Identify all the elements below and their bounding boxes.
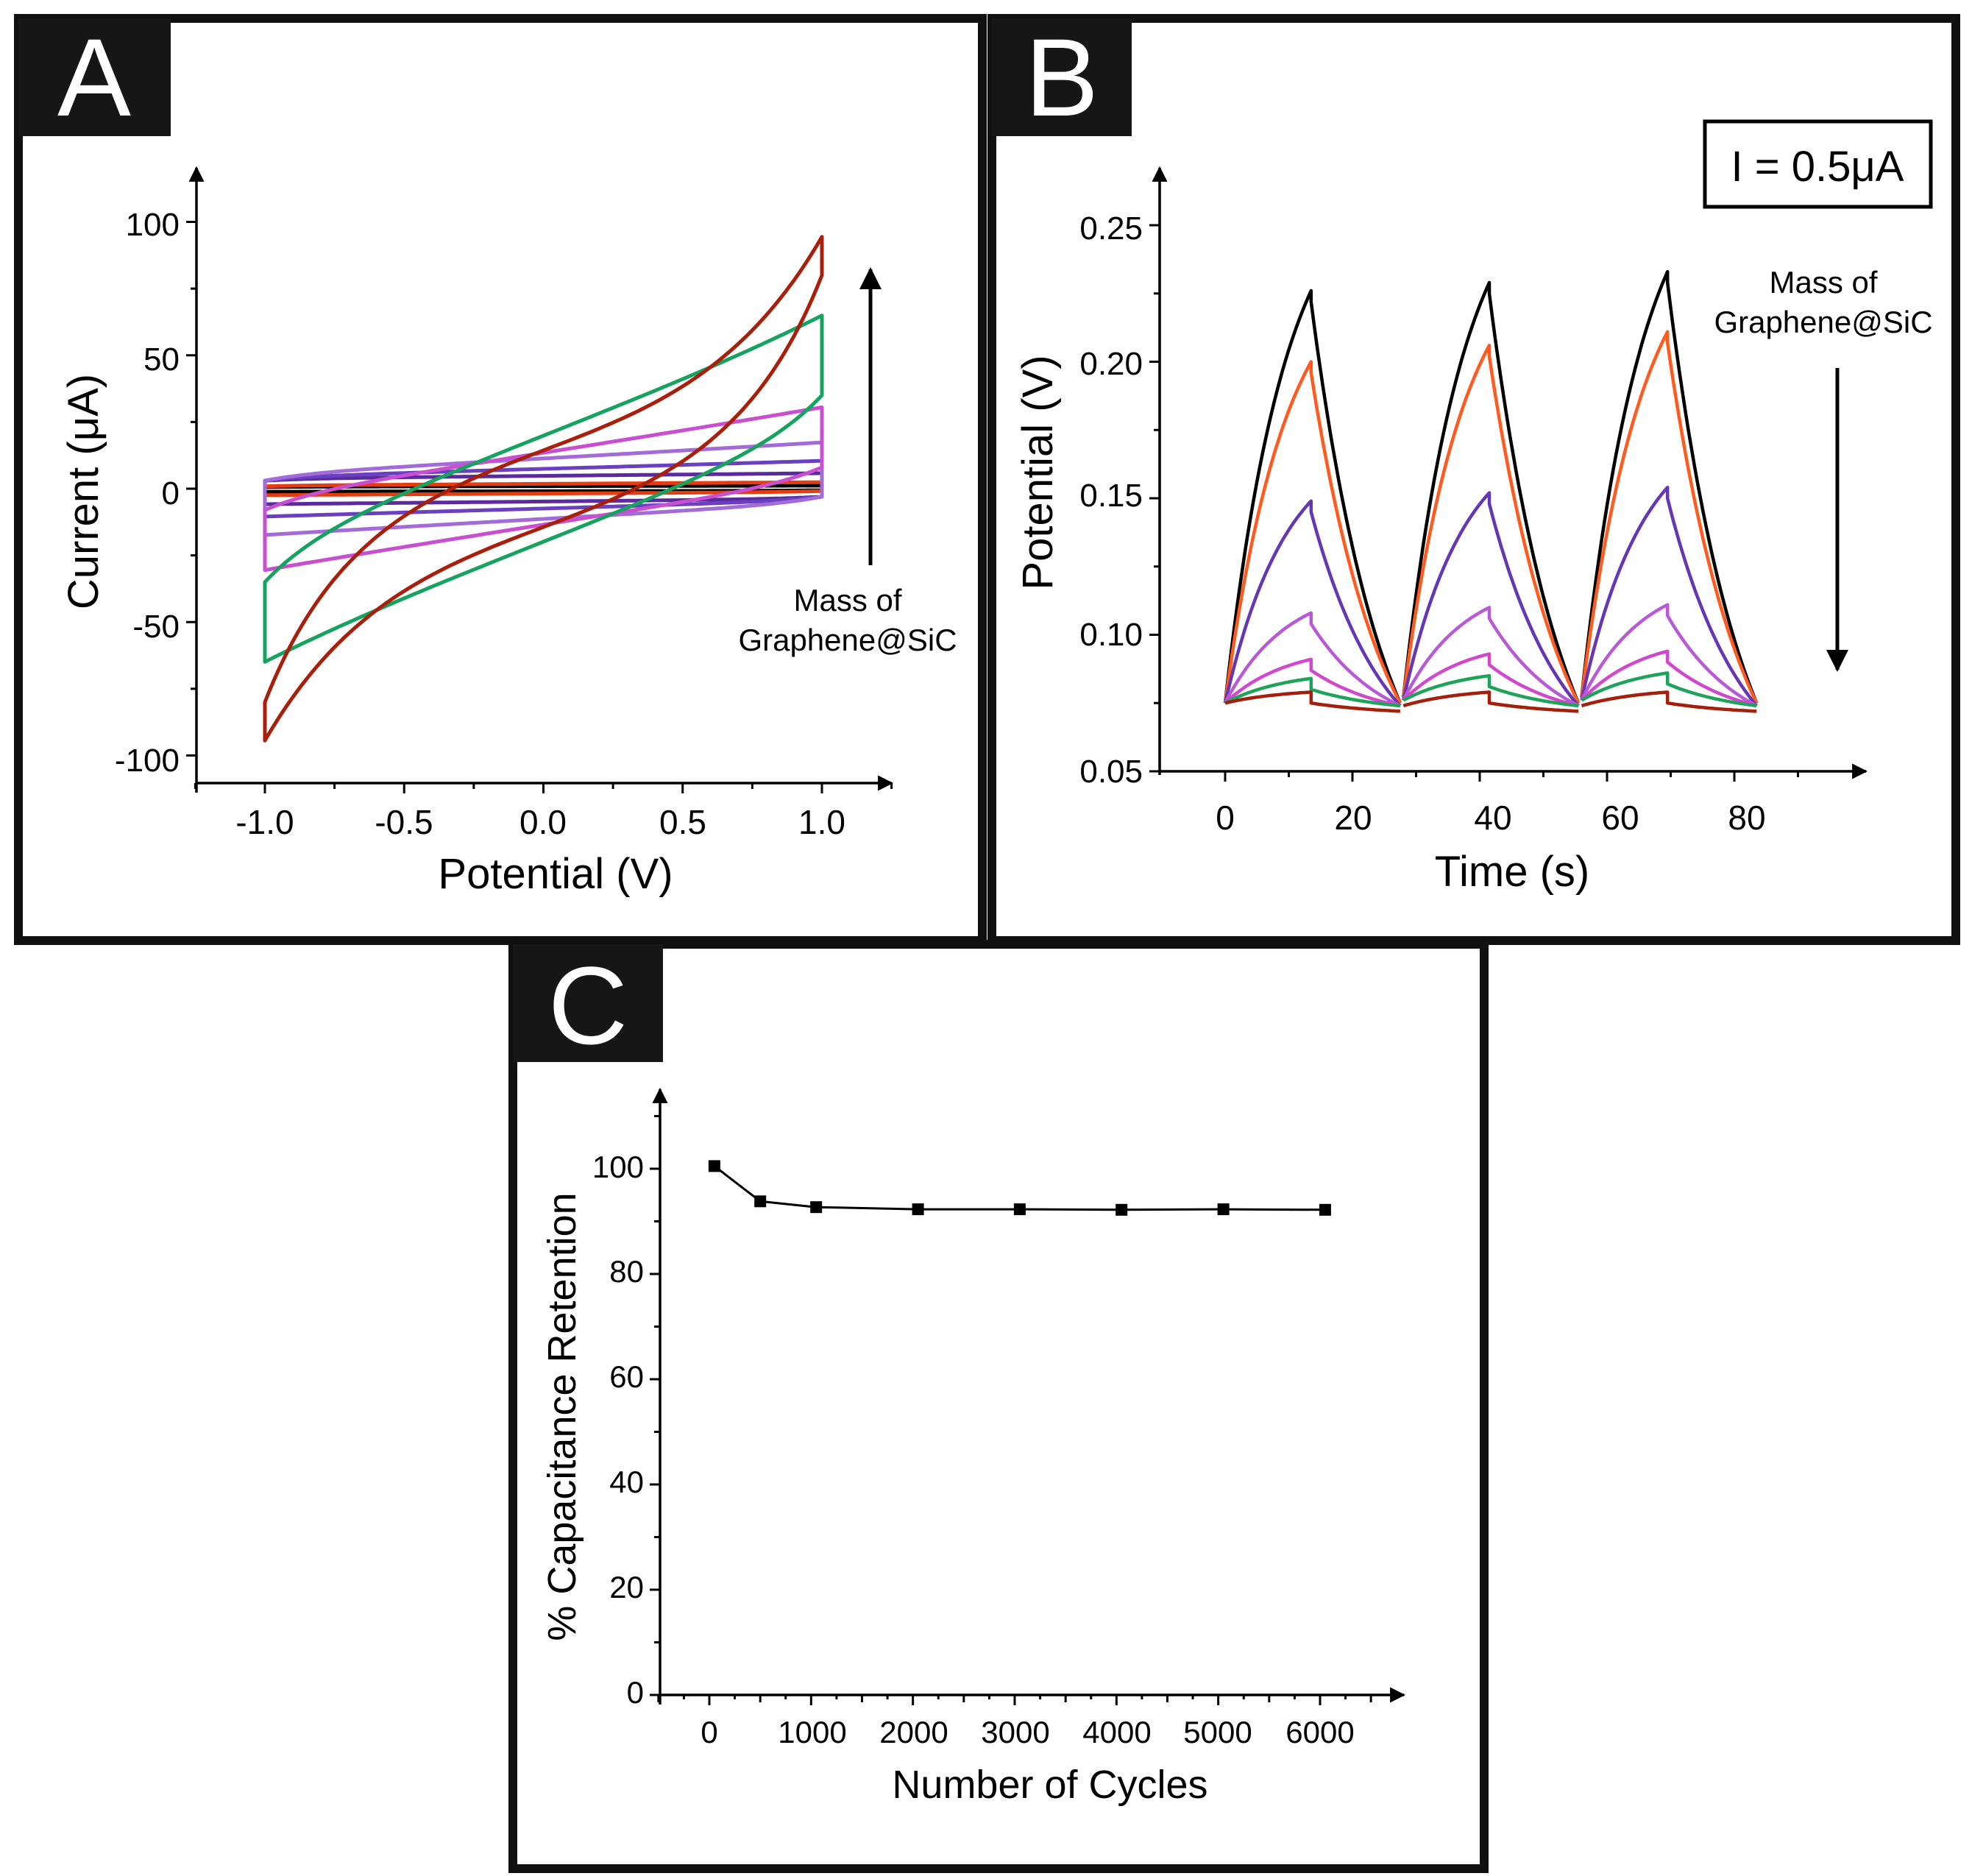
b-x-tick-label: 0 <box>1216 799 1235 837</box>
c-data-point <box>754 1195 767 1208</box>
panel-a-label: A <box>57 15 131 139</box>
panel-b-label-box <box>992 18 1132 136</box>
a-y-tick-label: -50 <box>132 609 180 645</box>
b-series-curve-1 <box>1223 269 1759 704</box>
b-x-tick-label: 80 <box>1728 799 1765 837</box>
b-curves <box>1223 269 1759 713</box>
panel-a-label-box <box>18 18 171 136</box>
panel-b-plot: 0 20 40 60 80 0.05 0.10 0.15 0.20 0.25 T… <box>1014 119 1933 896</box>
panel-b: B 0 20 40 60 80 0.05 0.10 0.15 0.20 0.25… <box>987 14 1960 945</box>
b-series-curve-5 <box>1224 649 1757 708</box>
b-series-curve-3 <box>1223 485 1759 707</box>
c-data-point <box>708 1160 720 1172</box>
c-data-point <box>1319 1203 1331 1216</box>
c-y-axis-label: % Capacitance Retention <box>540 1192 584 1640</box>
a-series-loop-8 <box>263 235 824 743</box>
a-y-tick-label: 0 <box>162 475 180 512</box>
panel-c: C 0 1000 2000 3000 4000 5000 6000 0 20 4… <box>508 940 1489 1873</box>
a-x-tick-label: 1.0 <box>798 803 845 841</box>
panel-a: A -1.0 -0.5 0.0 0.5 1.0 -100 -50 0 50 10… <box>14 14 987 945</box>
c-y-tick-label: 80 <box>609 1254 644 1289</box>
a-series-loop-5 <box>263 440 824 537</box>
c-y-tick-label: 40 <box>609 1465 644 1499</box>
a-x-tick-label: -1.0 <box>235 803 294 841</box>
c-x-tick-label: 3000 <box>981 1715 1049 1749</box>
c-x-tick-label: 5000 <box>1183 1715 1252 1749</box>
a-annotation-line1: Mass of <box>793 583 901 617</box>
panel-a-plot: -1.0 -0.5 0.0 0.5 1.0 -100 -50 0 50 100 … <box>60 166 957 898</box>
a-series-loop-6 <box>263 405 824 573</box>
a-y-tick-label: 50 <box>143 341 180 378</box>
b-ticks <box>1149 224 1799 782</box>
c-x-tick-label: 4000 <box>1082 1715 1151 1749</box>
c-curves <box>708 1160 1331 1216</box>
c-data-point <box>810 1201 823 1214</box>
c-y-tick-label: 20 <box>609 1570 644 1604</box>
b-series-curve-6 <box>1224 671 1757 708</box>
c-x-tick-label: 0 <box>701 1715 717 1749</box>
a-x-tick-label: 0.0 <box>519 803 567 841</box>
b-y-tick-label: 0.20 <box>1079 346 1143 382</box>
b-y-tick-label: 0.25 <box>1079 210 1143 247</box>
c-series-line <box>713 1165 1325 1211</box>
b-y-axis-label: Potential (V) <box>1014 355 1062 590</box>
b-series-curve-2 <box>1223 330 1759 704</box>
panel-c-frame <box>508 940 1489 1873</box>
panel-c-label-box <box>513 944 663 1062</box>
a-curves <box>263 235 824 743</box>
a-x-tick-label: 0.5 <box>659 803 706 841</box>
b-annotation-line1: Mass of <box>1769 265 1877 300</box>
b-legend-text: I = 0.5μA <box>1731 143 1904 191</box>
c-x-tick-label: 2000 <box>879 1715 948 1749</box>
b-series-curve-4 <box>1224 603 1758 708</box>
b-legend-box <box>1703 119 1933 209</box>
b-x-tick-label: 40 <box>1474 799 1511 837</box>
a-x-tick-label: -0.5 <box>375 803 433 841</box>
b-annotation-line2: Graphene@SiC <box>1714 305 1932 339</box>
c-data-point <box>1116 1203 1128 1216</box>
a-y-tick-label: 100 <box>126 207 180 243</box>
c-x-tick-label: 1000 <box>778 1715 846 1749</box>
a-y-tick-label: -100 <box>115 743 180 779</box>
panel-b-label: B <box>1025 15 1099 139</box>
panel-c-label: C <box>548 944 628 1067</box>
c-data-point <box>1013 1203 1026 1216</box>
c-data-point <box>1217 1203 1230 1216</box>
b-x-axis-label: Time (s) <box>1435 848 1589 896</box>
c-y-tick-label: 100 <box>592 1150 644 1184</box>
c-ticks <box>650 1115 1372 1705</box>
c-y-tick-label: 0 <box>627 1675 644 1710</box>
b-y-tick-label: 0.05 <box>1079 754 1143 790</box>
a-annotation-line2: Graphene@SiC <box>738 623 957 657</box>
c-x-tick-label: 6000 <box>1285 1715 1354 1749</box>
a-ticks <box>186 221 893 793</box>
c-y-tick-label: 60 <box>609 1359 644 1394</box>
c-x-axis-label: Number of Cycles <box>892 1763 1207 1807</box>
a-y-axis-label: Current (μA) <box>60 374 107 609</box>
a-x-axis-label: Potential (V) <box>438 850 673 898</box>
b-x-tick-label: 60 <box>1601 799 1639 837</box>
b-y-tick-label: 0.10 <box>1079 617 1143 653</box>
b-series-curve-7 <box>1224 690 1757 713</box>
a-series-loop-7 <box>263 314 824 664</box>
b-x-tick-label: 20 <box>1334 799 1372 837</box>
c-data-point <box>912 1203 924 1216</box>
panel-c-plot: 0 1000 2000 3000 4000 5000 6000 0 20 40 … <box>540 1087 1406 1807</box>
b-y-tick-label: 0.15 <box>1079 478 1143 514</box>
